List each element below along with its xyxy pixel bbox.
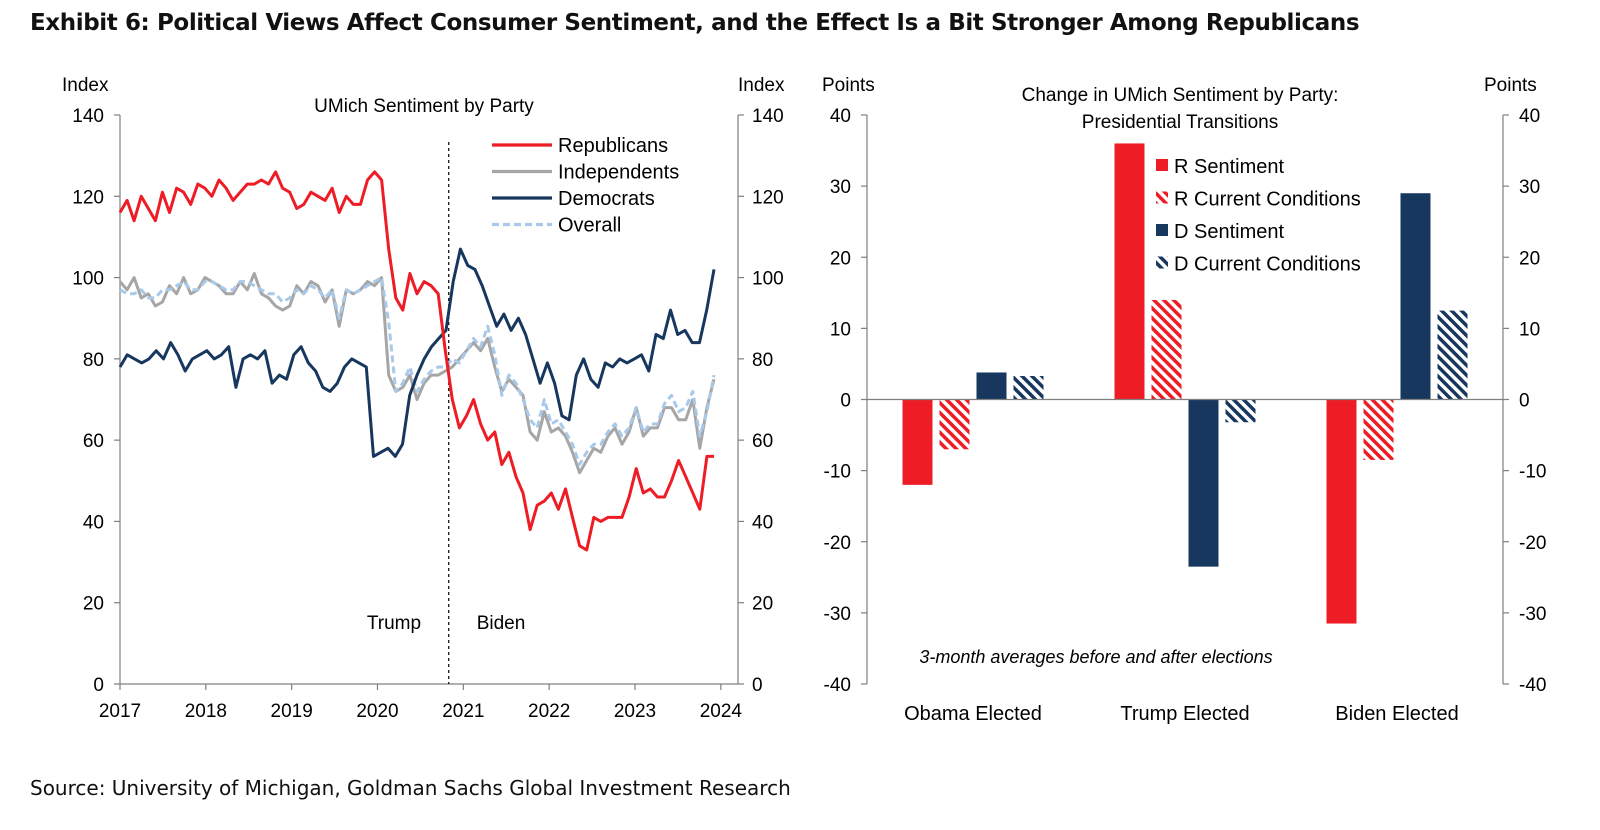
exhibit-title: Exhibit 6: Political Views Affect Consum…: [30, 10, 1360, 36]
x-tick-label: 2020: [356, 701, 398, 722]
series-line-republicans: [118, 170, 714, 552]
bar-left-y-tick-label: -10: [824, 462, 851, 483]
bar-right-y-tick-label: -10: [1519, 462, 1546, 483]
bar-left-y-tick-label: -40: [824, 675, 851, 696]
series-line-independents: [118, 272, 716, 475]
bar-chart-title: Change in UMich Sentiment by Party:: [1022, 85, 1339, 106]
legend-label-overall: Overall: [558, 215, 621, 237]
bar-left-y-tick-label: 40: [830, 106, 851, 127]
bar-left-y-axis-title: Points: [822, 75, 875, 96]
left-y-tick-label: 80: [83, 350, 104, 371]
legend-swatch-d-sentiment: [1156, 224, 1168, 236]
legend-label-r-sentiment: R Sentiment: [1174, 156, 1284, 178]
bar-d-sentiment: [976, 372, 1007, 400]
bar-chart-note: 3-month averages before and after electi…: [919, 647, 1272, 667]
category-label: Obama Elected: [904, 703, 1042, 725]
bar-r-current-conditions: [939, 399, 970, 450]
bar-right-y-tick-label: -40: [1519, 675, 1546, 696]
legend-label-r-current-conditions: R Current Conditions: [1174, 189, 1361, 211]
legend-swatch-r-current-conditions: [1156, 191, 1168, 204]
bar-d-sentiment: [1188, 399, 1219, 567]
bar-chart: Points Points Change in UMich Sentiment …: [822, 75, 1546, 725]
left-y-tick-label: 0: [93, 675, 104, 696]
right-y-tick-label: 120: [752, 187, 784, 208]
annotation-trump: Trump: [367, 613, 421, 634]
annotation-biden: Biden: [477, 613, 526, 634]
line-chart: Index Index UMich Sentiment by Party 0 02…: [62, 75, 785, 722]
x-tick-label: 2021: [442, 701, 484, 722]
left-y-tick-label: 140: [72, 106, 104, 127]
left-y-tick-label: 20: [83, 594, 104, 615]
bar-left-y-tick-label: 10: [830, 319, 851, 340]
line-chart-title: UMich Sentiment by Party: [314, 96, 534, 117]
bar-right-y-axis-title: Points: [1484, 75, 1537, 96]
left-y-tick-label: 120: [72, 187, 104, 208]
bar-left-y-tick-label: -20: [824, 533, 851, 554]
left-y-tick-label: 100: [72, 269, 104, 290]
category-label: Biden Elected: [1335, 703, 1458, 725]
x-tick-label: 2023: [614, 701, 656, 722]
right-y-tick-label: 140: [752, 106, 784, 127]
legend-swatch-d-current-conditions: [1156, 256, 1168, 269]
bar-d-current-conditions: [1225, 399, 1256, 423]
bar-right-y-tick-label: 20: [1519, 248, 1540, 269]
bar-r-sentiment: [902, 399, 933, 485]
bar-right-y-tick-label: -20: [1519, 533, 1546, 554]
bar-d-sentiment: [1400, 193, 1431, 400]
right-y-tick-label: 80: [752, 350, 773, 371]
legend-label-d-current-conditions: D Current Conditions: [1174, 254, 1361, 276]
x-tick-label: 2024: [700, 701, 743, 722]
right-y-tick-label: 20: [752, 594, 773, 615]
bar-right-y-tick-label: 0: [1519, 391, 1530, 412]
bar-r-sentiment: [1326, 399, 1357, 624]
bar-r-current-conditions: [1363, 399, 1394, 460]
category-label: Trump Elected: [1120, 703, 1249, 725]
bar-r-current-conditions: [1151, 299, 1182, 400]
bar-d-current-conditions: [1437, 310, 1468, 400]
legend-label-republicans: Republicans: [558, 135, 668, 157]
legend-label-democrats: Democrats: [558, 188, 655, 210]
right-y-tick-label: 100: [752, 269, 784, 290]
x-tick-label: 2022: [528, 701, 570, 722]
right-y-tick-label: 0: [752, 675, 763, 696]
right-y-axis-title: Index: [738, 75, 785, 96]
left-y-tick-label: 40: [83, 512, 104, 533]
bar-chart-subtitle: Presidential Transitions: [1082, 112, 1278, 133]
legend-label-independents: Independents: [558, 162, 679, 184]
line-chart-legend: Republicans Independents Democrats Overall: [492, 135, 679, 237]
bar-r-sentiment: [1114, 143, 1145, 400]
bar-chart-legend: R Sentiment R Current Conditions D Sentime…: [1156, 156, 1361, 276]
right-y-tick-label: 60: [752, 431, 773, 452]
legend-label-d-sentiment: D Sentiment: [1174, 221, 1284, 243]
right-y-tick-label: 40: [752, 512, 773, 533]
x-tick-label: 2018: [185, 701, 227, 722]
bar-left-y-tick-label: 30: [830, 177, 851, 198]
source-note: Source: University of Michigan, Goldman …: [30, 776, 791, 800]
bar-right-y-tick-label: 30: [1519, 177, 1540, 198]
series-line-democrats: [118, 247, 716, 458]
bar-right-y-tick-label: -30: [1519, 604, 1546, 625]
legend-swatch-r-sentiment: [1156, 159, 1168, 171]
x-tick-label: 2017: [99, 701, 141, 722]
left-y-tick-label: 60: [83, 431, 104, 452]
x-tick-label: 2019: [271, 701, 313, 722]
bar-left-y-tick-label: -30: [824, 604, 851, 625]
bar-d-current-conditions: [1013, 376, 1044, 400]
bar-left-y-tick-label: 20: [830, 248, 851, 269]
left-y-axis-title: Index: [62, 75, 109, 96]
bar-right-y-tick-label: 40: [1519, 106, 1540, 127]
bar-left-y-tick-label: 0: [840, 391, 851, 412]
series-line-overall: [119, 276, 716, 466]
bar-right-y-tick-label: 10: [1519, 319, 1540, 340]
